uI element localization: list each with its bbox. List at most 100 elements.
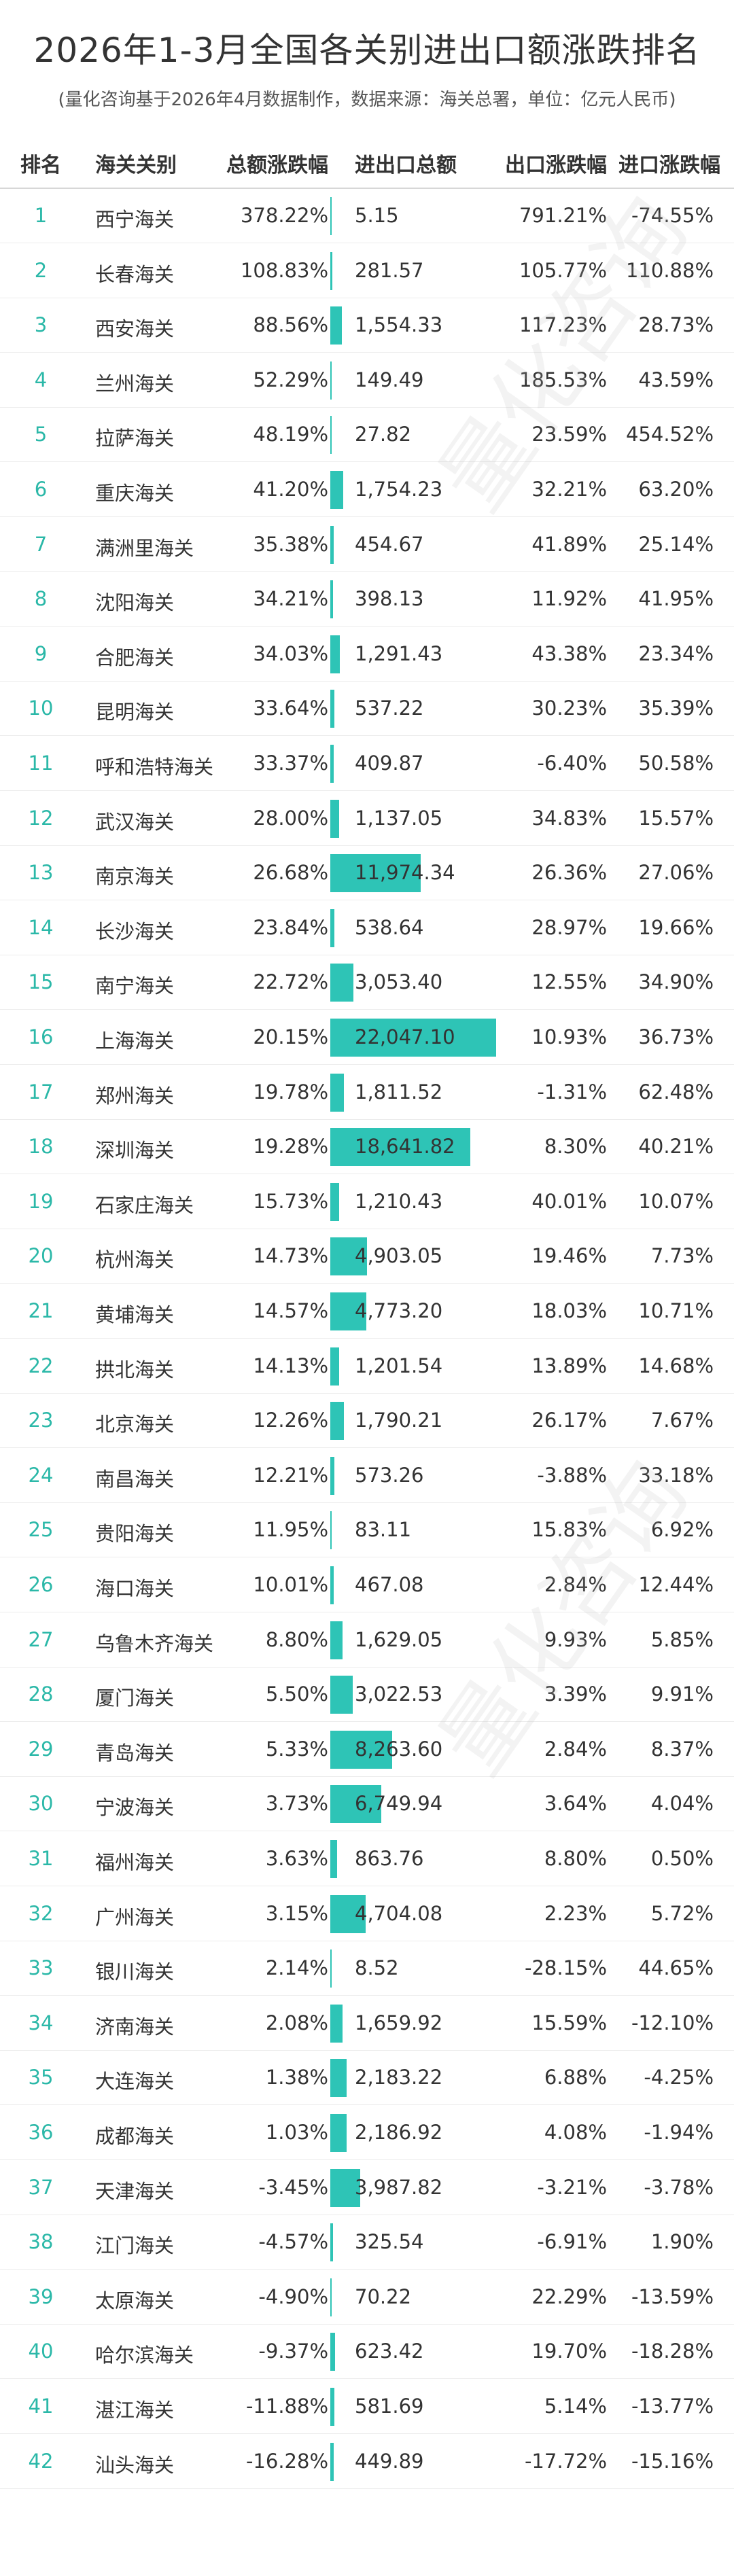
header-import-change: 进口涨跌幅 — [618, 154, 720, 177]
trade-total-cell: 70.22 — [355, 2284, 412, 2308]
customs-name-cell: 合肥海关 — [95, 646, 175, 669]
import-change-cell: -1.94% — [644, 2121, 714, 2144]
total-change-cell: 33.37% — [253, 752, 328, 775]
header-total-change: 总额涨跌幅 — [226, 154, 328, 177]
import-change-cell: 27.06% — [638, 861, 714, 885]
import-change-cell: 15.57% — [638, 806, 714, 830]
table-row: 1 西宁海关 378.22% 5.15 791.21% -74.55% — [0, 189, 734, 243]
row-divider — [0, 626, 734, 627]
total-change-cell: -9.37% — [258, 2340, 328, 2363]
trade-total-bar — [330, 1949, 332, 1988]
row-divider — [0, 2378, 734, 2380]
rank-cell: 19 — [28, 1189, 54, 1213]
trade-total-bar — [330, 1730, 393, 1769]
rank-cell: 9 — [34, 641, 48, 665]
page-subtitle: (量化咨询基于2026年4月数据制作，数据来源：海关总署，单位：亿元人民币) — [58, 90, 676, 110]
row-divider — [0, 1502, 734, 1503]
trade-total-bar — [330, 580, 334, 619]
total-change-cell: 23.84% — [253, 915, 328, 939]
rank-cell: 2 — [34, 258, 48, 282]
import-change-cell: 33.18% — [638, 1463, 714, 1487]
rank-cell: 39 — [28, 2284, 54, 2308]
rank-cell: 36 — [28, 2121, 54, 2144]
row-divider — [0, 1392, 734, 1394]
trade-total-bar — [330, 306, 343, 345]
customs-name-cell: 湛江海关 — [95, 2399, 175, 2422]
export-change-cell: 8.30% — [544, 1135, 607, 1159]
total-change-cell: -4.57% — [258, 2230, 328, 2254]
table-row: 12 武汉海关 28.00% 1,137.05 34.83% 15.57% — [0, 792, 734, 846]
total-change-cell: 10.01% — [253, 1573, 328, 1596]
table-row: 16 上海海关 20.15% 22,047.10 10.93% 36.73% — [0, 1010, 734, 1065]
customs-name-cell: 天津海关 — [95, 2179, 175, 2203]
import-change-cell: -13.77% — [631, 2395, 714, 2418]
trade-total-bar — [330, 2059, 347, 2098]
export-change-cell: -3.21% — [537, 2175, 607, 2199]
rank-cell: 31 — [28, 1847, 54, 1870]
trade-total-bar — [330, 2168, 361, 2207]
customs-name-cell: 海口海关 — [95, 1577, 175, 1600]
trade-total-cell: 22,047.10 — [355, 1025, 455, 1048]
row-divider — [0, 1064, 734, 1065]
total-change-cell: 35.38% — [253, 532, 328, 556]
customs-name-cell: 银川海关 — [95, 1960, 175, 1984]
customs-name-cell: 石家庄海关 — [95, 1193, 194, 1217]
total-change-cell: 1.38% — [265, 2066, 328, 2089]
export-change-cell: 791.21% — [519, 204, 607, 227]
trade-total-cell: 11,974.34 — [355, 861, 455, 885]
export-change-cell: -17.72% — [524, 2449, 607, 2473]
trade-total-cell: 2,183.22 — [355, 2066, 443, 2089]
trade-total-bar — [330, 1182, 340, 1221]
import-change-cell: 12.44% — [638, 1573, 714, 1596]
import-change-cell: 43.59% — [638, 368, 714, 391]
trade-total-bar — [330, 2333, 335, 2371]
export-change-cell: 40.01% — [531, 1189, 607, 1213]
trade-total-cell: 1,754.23 — [355, 478, 443, 501]
import-change-cell: 8.37% — [650, 1737, 714, 1761]
rank-cell: 16 — [28, 1025, 54, 1048]
table-row: 32 广州海关 3.15% 4,704.08 2.23% 5.72% — [0, 1887, 734, 1941]
export-change-cell: 28.97% — [531, 915, 607, 939]
row-divider — [0, 571, 734, 572]
table-row: 13 南京海关 26.68% 11,974.34 26.36% 27.06% — [0, 846, 734, 901]
trade-total-bar — [330, 1511, 332, 1550]
row-divider — [0, 461, 734, 463]
import-change-cell: -12.10% — [631, 2011, 714, 2034]
row-divider — [0, 1338, 734, 1339]
table-row: 3 西安海关 88.56% 1,554.33 117.23% 28.73% — [0, 298, 734, 353]
row-divider — [0, 1118, 734, 1120]
trade-total-cell: 5.15 — [355, 204, 399, 227]
export-change-cell: 2.23% — [544, 1901, 607, 1925]
table-row: 28 厦门海关 5.50% 3,022.53 3.39% 9.91% — [0, 1668, 734, 1723]
table-row: 36 成都海关 1.03% 2,186.92 4.08% -1.94% — [0, 2106, 734, 2160]
header-rank: 排名 — [20, 154, 61, 177]
table-row: 17 郑州海关 19.78% 1,811.52 -1.31% 62.48% — [0, 1065, 734, 1120]
trade-total-bar — [330, 197, 332, 235]
row-divider — [0, 2159, 734, 2160]
rank-cell: 4 — [34, 368, 48, 391]
trade-total-cell: 1,137.05 — [355, 806, 443, 830]
table-row: 29 青岛海关 5.33% 8,263.60 2.84% 8.37% — [0, 1723, 734, 1777]
customs-name-cell: 兰州海关 — [95, 372, 175, 395]
export-change-cell: 43.38% — [531, 641, 607, 665]
trade-total-cell: 398.13 — [355, 587, 424, 611]
import-change-cell: 9.91% — [650, 1682, 714, 1706]
table-row: 39 太原海关 -4.90% 70.22 22.29% -13.59% — [0, 2270, 734, 2325]
customs-name-cell: 太原海关 — [95, 2289, 175, 2312]
customs-name-cell: 乌鲁木齐海关 — [95, 1631, 214, 1655]
trade-total-bar — [330, 964, 353, 1002]
customs-name-cell: 贵阳海关 — [95, 1522, 175, 1546]
customs-name-cell: 江门海关 — [95, 2234, 175, 2258]
trade-total-cell: 1,554.33 — [355, 313, 443, 337]
rank-cell: 23 — [28, 1409, 54, 1432]
rank-cell: 42 — [28, 2449, 54, 2473]
import-change-cell: -3.78% — [644, 2175, 714, 2199]
table-row: 9 合肥海关 34.03% 1,291.43 43.38% 23.34% — [0, 627, 734, 682]
trade-total-cell: 863.76 — [355, 1847, 424, 1870]
rank-cell: 34 — [28, 2011, 54, 2034]
row-divider — [0, 1447, 734, 1449]
export-change-cell: 2.84% — [544, 1737, 607, 1761]
trade-total-bar — [330, 1676, 353, 1714]
table-row: 22 拱北海关 14.13% 1,201.54 13.89% 14.68% — [0, 1339, 734, 1394]
export-change-cell: 2.84% — [544, 1573, 607, 1596]
